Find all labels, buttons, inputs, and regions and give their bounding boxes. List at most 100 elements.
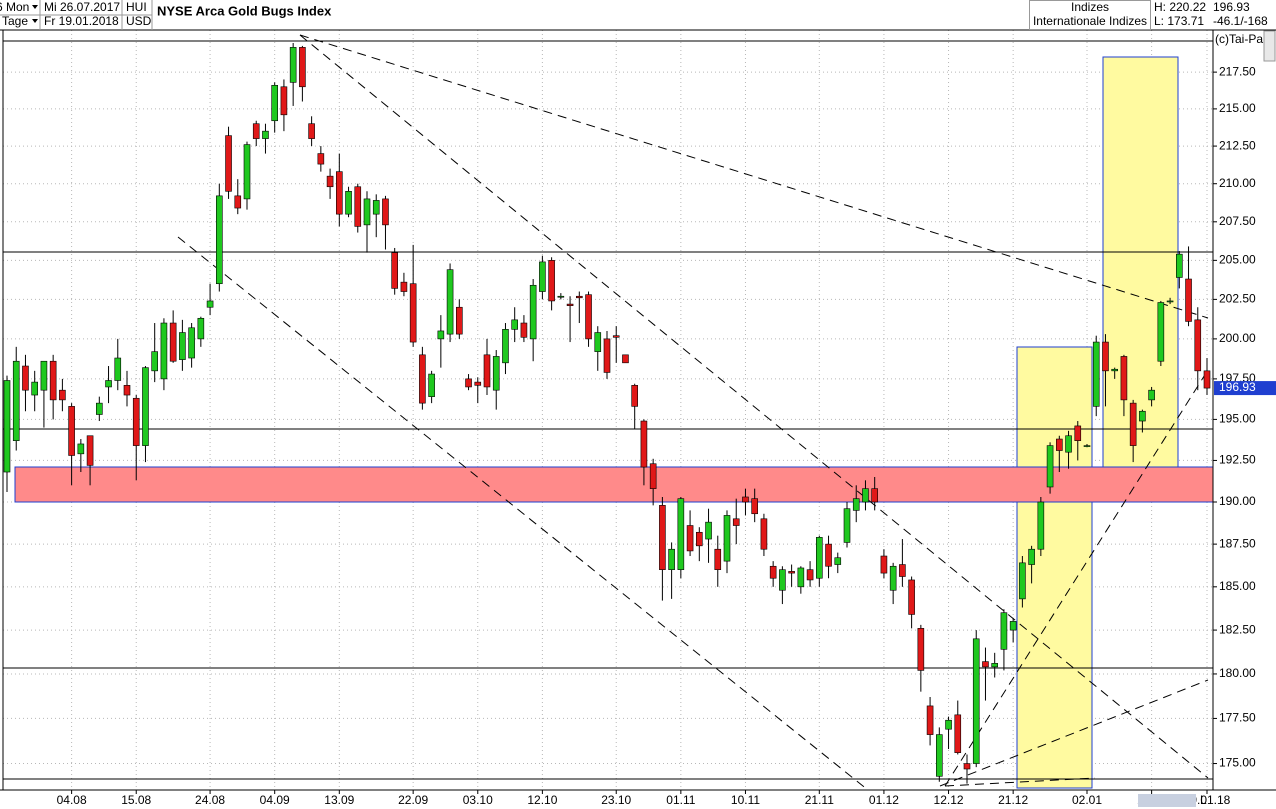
candle-body bbox=[677, 498, 685, 570]
candle-body bbox=[1028, 548, 1035, 565]
grid-layer bbox=[3, 30, 1213, 790]
candle-body bbox=[622, 354, 629, 364]
candle-body bbox=[640, 420, 648, 468]
candle-body bbox=[1157, 302, 1165, 362]
candle-body bbox=[797, 567, 805, 588]
scrollbar[interactable] bbox=[1263, 30, 1276, 62]
candle-body bbox=[123, 385, 131, 396]
change: -46.1/-168 bbox=[1213, 14, 1268, 28]
candle-body bbox=[336, 171, 343, 215]
candle-body bbox=[982, 661, 989, 668]
candle-body bbox=[262, 130, 269, 139]
period-high: H: 220.22 bbox=[1154, 0, 1206, 14]
candle-body bbox=[86, 435, 94, 466]
candle-body bbox=[363, 198, 371, 226]
candle-body bbox=[243, 144, 251, 200]
candle-body bbox=[649, 463, 657, 489]
candle-body bbox=[779, 569, 786, 591]
candle-body bbox=[576, 295, 583, 299]
dropdown-arrow[interactable] bbox=[32, 5, 38, 9]
y-tick-label: 207.50 bbox=[1219, 214, 1256, 228]
candles bbox=[3, 43, 1211, 784]
candle-body bbox=[492, 356, 500, 391]
candle-body bbox=[234, 195, 242, 209]
currency: USD bbox=[126, 14, 152, 28]
candle-body bbox=[31, 381, 38, 396]
candle-body bbox=[548, 260, 555, 302]
candle-body bbox=[142, 367, 149, 446]
candle-body bbox=[22, 365, 29, 391]
x-tick-label: 12.12 bbox=[934, 793, 964, 807]
x-tick-label: 01.11 bbox=[666, 793, 695, 807]
candle-body bbox=[908, 579, 915, 615]
candle-body bbox=[271, 85, 278, 122]
candle-body bbox=[151, 351, 158, 372]
x-tick-label: 13.09 bbox=[324, 793, 354, 807]
candle-body bbox=[483, 354, 491, 388]
candle-body bbox=[132, 397, 140, 446]
candle-body bbox=[59, 389, 66, 401]
scroll-end[interactable]: L bbox=[1200, 793, 1207, 807]
candle-body bbox=[40, 360, 48, 391]
candle-body bbox=[991, 663, 998, 668]
candle-body bbox=[566, 303, 574, 306]
candle-body bbox=[1203, 370, 1211, 389]
x-tick-label: 02.01 bbox=[1072, 793, 1102, 807]
candle-body bbox=[225, 135, 232, 192]
candle-body bbox=[1046, 445, 1054, 488]
last-price-label: 196.93 bbox=[1219, 380, 1256, 394]
candle-body bbox=[1019, 562, 1026, 600]
candle-body bbox=[963, 763, 971, 770]
candle-body bbox=[299, 47, 306, 88]
candle-body bbox=[926, 705, 934, 735]
candle-body bbox=[188, 327, 195, 359]
y-tick-label: 212.50 bbox=[1219, 138, 1256, 152]
candle-body bbox=[197, 317, 205, 340]
highlight-box bbox=[1016, 346, 1093, 789]
candle-body bbox=[696, 531, 703, 547]
y-tick-label: 202.50 bbox=[1219, 292, 1256, 306]
candle-body bbox=[12, 360, 20, 441]
period-low: L: 173.71 bbox=[1154, 14, 1204, 28]
candle-body bbox=[732, 518, 740, 526]
candle-body bbox=[280, 86, 288, 116]
candle-body bbox=[705, 521, 712, 540]
candle-body bbox=[769, 565, 777, 579]
candle-body bbox=[105, 380, 112, 388]
candle-body bbox=[1083, 445, 1091, 447]
candle-body bbox=[594, 332, 602, 352]
interval-select[interactable]: Tage bbox=[2, 14, 28, 28]
candle-body bbox=[1037, 501, 1045, 550]
candle-body bbox=[502, 329, 509, 364]
scroll-thumb[interactable] bbox=[1138, 794, 1196, 807]
candle-body bbox=[843, 508, 851, 543]
candle-body bbox=[668, 548, 675, 570]
candle-body bbox=[465, 378, 472, 388]
candle-body bbox=[917, 628, 925, 671]
candle-body bbox=[77, 443, 85, 455]
candle-body bbox=[659, 505, 666, 570]
group: Indizes bbox=[1071, 0, 1109, 14]
last-price-marker bbox=[1214, 381, 1276, 396]
candle-body bbox=[1009, 621, 1017, 631]
period-select[interactable]: 6 Mon bbox=[0, 0, 29, 14]
candle-body bbox=[557, 295, 565, 298]
candle-body bbox=[1102, 341, 1109, 372]
candle-body bbox=[3, 380, 11, 473]
candle-body bbox=[96, 402, 103, 415]
dropdown-arrow[interactable] bbox=[32, 19, 38, 23]
candle-body bbox=[742, 496, 749, 503]
end-date: Fr 19.01.2018 bbox=[44, 14, 119, 28]
candle-body bbox=[862, 488, 869, 503]
candle-body bbox=[437, 330, 445, 340]
candle-body bbox=[825, 543, 832, 567]
x-tick-label: 15.08 bbox=[121, 793, 151, 807]
candle-body bbox=[788, 571, 795, 574]
candle-body bbox=[409, 283, 417, 343]
candle-body bbox=[1120, 356, 1128, 401]
candle-body bbox=[179, 332, 186, 360]
candle-body bbox=[945, 719, 952, 730]
candle-body bbox=[686, 525, 694, 552]
